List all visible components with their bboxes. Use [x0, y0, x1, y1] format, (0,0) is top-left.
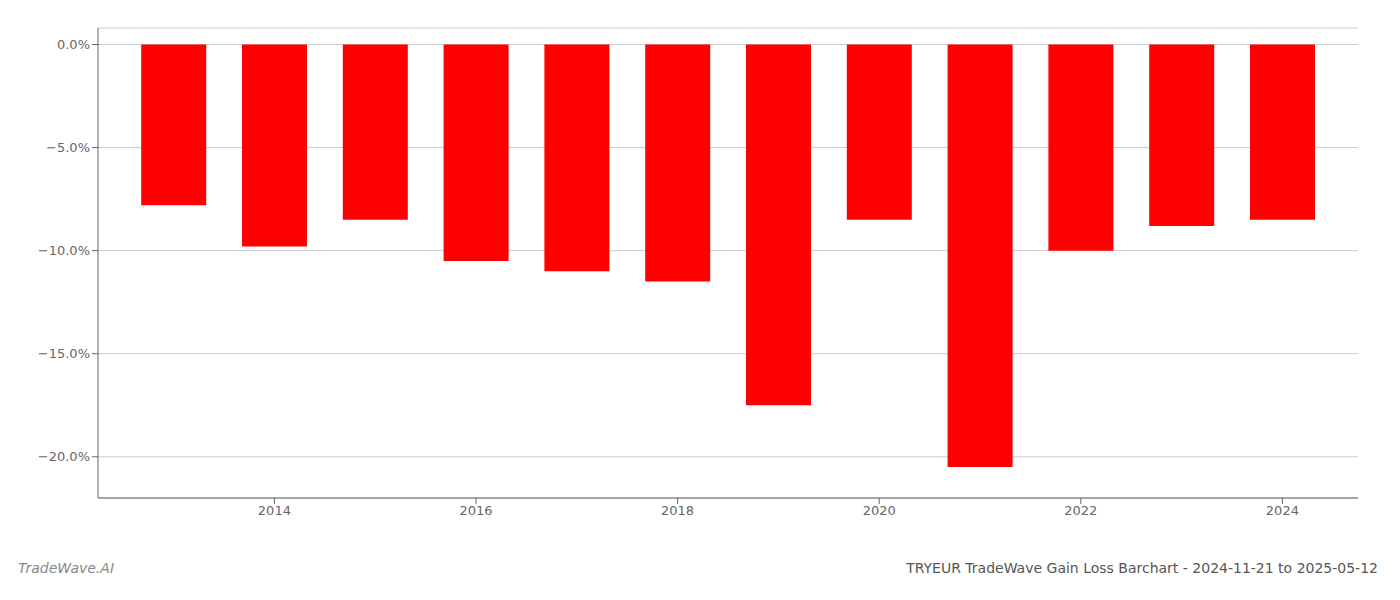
svg-text:−10.0%: −10.0% [38, 243, 90, 258]
svg-text:2024: 2024 [1266, 503, 1299, 518]
svg-text:2014: 2014 [258, 503, 291, 518]
svg-text:2020: 2020 [863, 503, 896, 518]
svg-text:0.0%: 0.0% [57, 37, 90, 52]
html-text:TRYEUR TradeWave Gain Loss Bar: TRYEUR TradeWave Gain Loss Barchart - 20… [906, 560, 1378, 576]
svg-text:−5.0%: −5.0% [46, 140, 90, 155]
svg-text:2016: 2016 [459, 503, 492, 518]
svg-text:−15.0%: −15.0% [38, 346, 90, 361]
svg-text:−20.0%: −20.0% [38, 449, 90, 464]
svg-text:2018: 2018 [661, 503, 694, 518]
svg-text:2022: 2022 [1064, 503, 1097, 518]
html-text:TradeWave.AI: TradeWave.AI [18, 560, 114, 576]
